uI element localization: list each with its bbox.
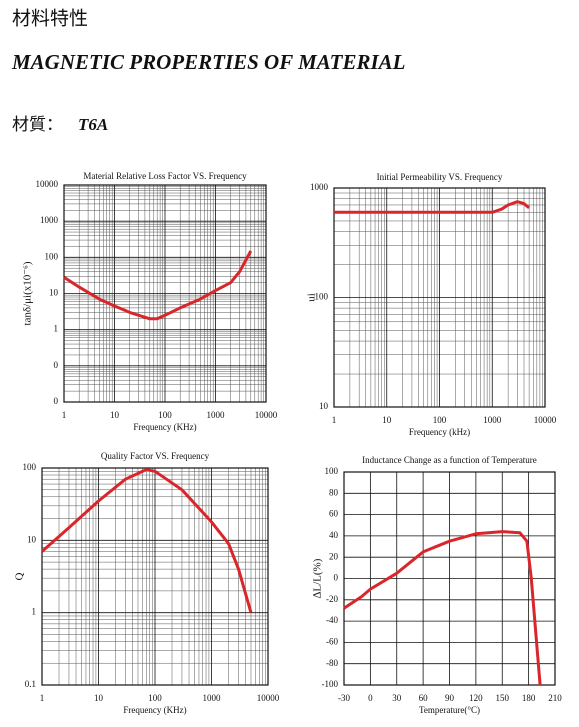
y-tick-label: 100 <box>23 462 37 472</box>
chart-title: Inductance Change as a function of Tempe… <box>362 455 537 465</box>
x-tick-label: 0 <box>368 693 373 703</box>
x-tick-label: 1000 <box>483 415 502 425</box>
title-cn: 材料特性 <box>12 7 88 29</box>
y-tick-label: 40 <box>329 530 339 540</box>
y-tick-label: 0 <box>54 360 59 370</box>
y-axis-label: tanδ/μi(x10⁻⁶) <box>22 261 34 325</box>
y-tick-label: -40 <box>326 615 338 625</box>
y-tick-label: 1 <box>54 324 59 334</box>
y-tick-label: 10000 <box>36 179 59 189</box>
y-tick-label: -100 <box>322 679 339 689</box>
data-line <box>343 530 542 686</box>
x-tick-label: 60 <box>419 693 429 703</box>
chart-title: Initial Permeability VS. Frequency <box>377 172 503 182</box>
chart-title: Material Relative Loss Factor VS. Freque… <box>83 171 247 181</box>
x-tick-label: 10000 <box>257 693 280 703</box>
y-tick-label: 80 <box>329 487 339 497</box>
x-tick-label: 30 <box>392 693 402 703</box>
x-tick-label: 10 <box>110 410 120 420</box>
y-axis-label: ∆L/L(%) <box>312 558 324 598</box>
material-value: T6A <box>78 115 108 134</box>
plot-frame <box>41 467 269 686</box>
y-tick-label: 60 <box>329 509 339 519</box>
y-tick-label: -60 <box>326 636 338 646</box>
y-tick-label: 100 <box>315 292 329 302</box>
x-tick-label: 100 <box>148 693 162 703</box>
y-tick-label: 1000 <box>310 182 329 192</box>
y-tick-label: 20 <box>329 551 339 561</box>
y-tick-label: -20 <box>326 594 338 604</box>
x-tick-label: 150 <box>496 693 510 703</box>
x-tick-label: 1000 <box>207 410 226 420</box>
x-tick-label: 1000 <box>203 693 222 703</box>
x-tick-label: 1 <box>40 693 45 703</box>
x-tick-label: 1 <box>62 410 67 420</box>
chart-title: Quality Factor VS. Frequency <box>101 451 210 461</box>
x-tick-label: 10 <box>94 693 104 703</box>
y-tick-label: 1000 <box>40 215 59 225</box>
y-tick-label: 10 <box>319 401 329 411</box>
y-tick-label: 0 <box>54 396 59 406</box>
x-tick-label: 10000 <box>534 415 557 425</box>
data-line <box>41 468 253 614</box>
y-axis-label: ui <box>306 293 318 302</box>
x-tick-label: 120 <box>469 693 483 703</box>
y-tick-label: 100 <box>325 466 339 476</box>
x-tick-label: 100 <box>158 410 172 420</box>
data-line <box>63 250 253 321</box>
y-tick-label: 10 <box>49 288 59 298</box>
x-axis-label: Frequency (KHz) <box>123 705 186 715</box>
y-tick-label: 100 <box>45 251 59 261</box>
plot-frame <box>333 187 546 408</box>
x-tick-label: 10000 <box>255 410 278 420</box>
x-tick-label: 180 <box>522 693 536 703</box>
x-tick-label: 90 <box>445 693 455 703</box>
x-axis-label: Temperature(°C) <box>419 705 480 715</box>
plot-frame <box>63 184 267 403</box>
y-tick-label: 10 <box>27 534 37 544</box>
x-tick-label: 210 <box>548 693 562 703</box>
x-axis-label: Frequency (KHz) <box>133 422 196 432</box>
material-label: 材質： <box>12 115 63 134</box>
y-tick-label: 0 <box>334 573 339 583</box>
x-tick-label: 1 <box>332 415 337 425</box>
x-tick-label: 100 <box>433 415 447 425</box>
plot-frame <box>343 471 556 686</box>
x-tick-label: 10 <box>382 415 392 425</box>
y-tick-label: 1 <box>32 607 37 617</box>
y-tick-label: -80 <box>326 658 338 668</box>
y-tick-label: 0.1 <box>25 679 36 689</box>
y-axis-label: Q <box>14 572 26 580</box>
data-line <box>334 200 531 214</box>
x-axis-label: Frequency (kHz) <box>409 427 470 437</box>
title-en: MAGNETIC PROPERTIES OF MATERIAL <box>11 50 405 74</box>
x-tick-label: -30 <box>338 693 350 703</box>
